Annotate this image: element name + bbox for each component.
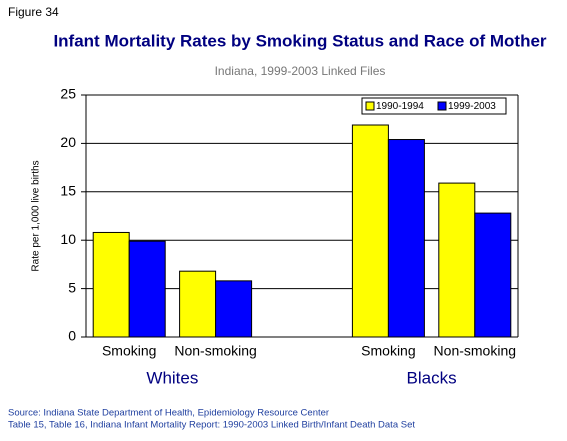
bar bbox=[215, 280, 253, 338]
chart-subtitle: Indiana, 1999-2003 Linked Files bbox=[215, 64, 386, 78]
bar bbox=[92, 231, 130, 338]
legend-box bbox=[361, 97, 507, 115]
bar bbox=[474, 212, 512, 338]
bar bbox=[387, 139, 425, 338]
y-tick-label: 5 bbox=[68, 279, 76, 295]
y-tick-label: 25 bbox=[60, 86, 76, 102]
figure-label: Figure 34 bbox=[8, 5, 59, 19]
bar bbox=[128, 240, 166, 338]
x-tick-label: Smoking bbox=[102, 343, 156, 359]
group-label: Whites bbox=[146, 368, 198, 387]
y-tick-label: 10 bbox=[60, 231, 76, 247]
x-tick-label: Non-smoking bbox=[174, 343, 256, 359]
chart-title: Infant Mortality Rates by Smoking Status… bbox=[53, 31, 546, 50]
y-tick-label: 20 bbox=[60, 134, 76, 150]
x-tick-label: Smoking bbox=[361, 343, 415, 359]
y-tick-label: 0 bbox=[68, 328, 76, 344]
y-tick-label: 15 bbox=[60, 183, 76, 199]
legend-swatch bbox=[437, 101, 447, 111]
bar bbox=[438, 182, 476, 338]
source-line: Table 15, Table 16, Indiana Infant Morta… bbox=[8, 420, 415, 431]
bar bbox=[179, 270, 217, 338]
y-axis-label: Rate per 1,000 live births bbox=[31, 160, 42, 271]
legend-label: 1990-1994 bbox=[376, 101, 424, 112]
legend-swatch bbox=[365, 101, 375, 111]
x-tick-label: Non-smoking bbox=[434, 343, 516, 359]
group-label: Blacks bbox=[407, 368, 457, 387]
source-line: Source: Indiana State Department of Heal… bbox=[8, 408, 329, 419]
legend-label: 1999-2003 bbox=[448, 101, 496, 112]
bar bbox=[351, 124, 389, 338]
legend: 1990-1994 1999-2003 bbox=[361, 97, 507, 115]
